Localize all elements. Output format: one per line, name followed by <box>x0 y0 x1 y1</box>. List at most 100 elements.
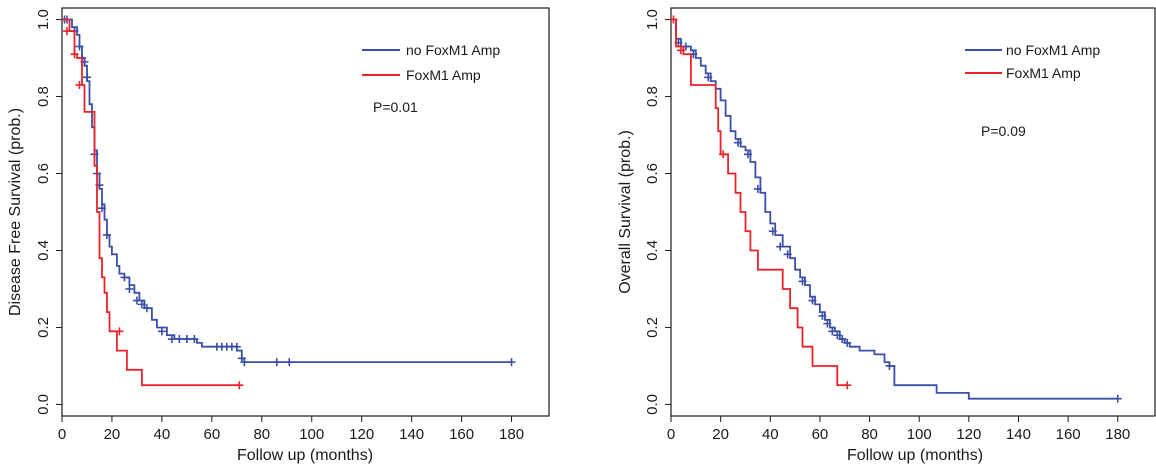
x-tick-label: 20 <box>104 426 121 443</box>
x-axis-label: Follow up (months) <box>847 447 983 464</box>
censor-mark <box>808 296 817 305</box>
censor-mark <box>125 284 134 293</box>
censor-mark <box>75 80 84 89</box>
x-tick-label: 180 <box>1105 426 1130 443</box>
censor-mark <box>776 242 785 251</box>
y-tick-label: 0.0 <box>644 394 661 415</box>
censor-mark <box>102 231 111 240</box>
censor-mark <box>82 73 91 82</box>
x-tick-label: 0 <box>58 426 66 443</box>
censor-mark <box>1113 394 1122 403</box>
censor-mark <box>175 335 184 344</box>
censor-mark <box>676 46 685 55</box>
x-axis: 0 20 40 60 80 100 120 140 160 180 <box>58 416 524 443</box>
legend: no FoxM1 Amp FoxM1 Amp <box>362 42 500 83</box>
censor-mark <box>833 331 842 340</box>
y-tick-label: 1.0 <box>644 9 661 30</box>
y-tick-label: 0.4 <box>644 240 661 261</box>
x-tick-label: 60 <box>204 426 221 443</box>
censor-mark <box>167 335 176 344</box>
x-tick-label: 80 <box>253 426 270 443</box>
censor-mark <box>157 327 166 336</box>
censor-mark <box>823 319 832 328</box>
y-axis-label: Overall Survival (prob.) <box>617 130 634 294</box>
x-tick-label: 20 <box>712 426 729 443</box>
x-tick-label: 40 <box>762 426 779 443</box>
x-tick-label: 140 <box>1006 426 1031 443</box>
chart-panel-disease-free: 0.0 0.2 0.4 0.6 0.8 1.0 0 20 40 60 80 100 120 140 160… <box>7 7 550 464</box>
x-tick-label: 100 <box>299 426 324 443</box>
censor-mark <box>235 381 244 390</box>
legend-label-no-amp: no FoxM1 Amp <box>406 42 500 58</box>
p-value-annotation: P=0.09 <box>981 123 1026 139</box>
y-axis: 0.0 0.2 0.4 0.6 0.8 1.0 <box>35 9 62 415</box>
legend-label-no-amp: no FoxM1 Amp <box>1006 42 1100 58</box>
x-tick-label: 120 <box>349 426 374 443</box>
y-tick-label: 0.8 <box>35 86 52 107</box>
y-tick-label: 0.6 <box>35 163 52 184</box>
p-value-annotation: P=0.01 <box>373 99 418 115</box>
y-tick-label: 0.0 <box>35 394 52 415</box>
censor-mark <box>285 358 294 367</box>
series-line-no-foxm1-amp <box>671 18 1118 400</box>
y-tick-label: 0.2 <box>644 317 661 338</box>
y-tick-label: 1.0 <box>35 9 52 30</box>
censor-mark <box>704 73 713 82</box>
y-axis-label: Disease Free Survival (prob.) <box>7 108 24 316</box>
censor-mark <box>137 300 146 309</box>
censor-mark <box>838 335 847 344</box>
censor-mark <box>272 358 281 367</box>
x-tick-label: 140 <box>399 426 424 443</box>
legend-label-amp: FoxM1 Amp <box>406 67 481 83</box>
censor-mark <box>719 150 728 159</box>
y-tick-label: 0.8 <box>644 86 661 107</box>
censor-mark <box>232 342 241 351</box>
censor-mark <box>798 277 807 286</box>
y-tick-label: 0.2 <box>35 317 52 338</box>
survival-curves <box>669 15 1122 403</box>
survival-curves <box>60 15 516 390</box>
censor-mark <box>62 27 71 36</box>
censor-mark <box>818 311 827 320</box>
legend-label-amp: FoxM1 Amp <box>1006 65 1081 81</box>
x-tick-label: 180 <box>499 426 524 443</box>
plot-frame <box>61 7 550 417</box>
censor-mark <box>843 381 852 390</box>
censor-mark <box>734 138 743 147</box>
x-tick-label: 80 <box>861 426 878 443</box>
x-tick-label: 100 <box>907 426 932 443</box>
y-tick-label: 0.6 <box>644 163 661 184</box>
plot-frame <box>670 7 1156 417</box>
x-tick-label: 160 <box>449 426 474 443</box>
censor-mark <box>240 358 249 367</box>
censor-mark <box>783 250 792 259</box>
x-tick-label: 160 <box>1056 426 1081 443</box>
censor-mark <box>115 327 124 336</box>
y-axis: 0.0 0.2 0.4 0.6 0.8 1.0 <box>644 9 671 415</box>
series-line-foxm1-amp <box>671 18 848 387</box>
censor-mark <box>753 184 762 193</box>
censor-mark <box>97 204 106 213</box>
chart-panel-overall: 0.0 0.2 0.4 0.6 0.8 1.0 0 20 40 60 80 100 120 140 160… <box>617 7 1156 464</box>
censor-mark <box>132 296 141 305</box>
censor-mark <box>768 227 777 236</box>
censor-mark <box>182 335 191 344</box>
censor-mark <box>120 273 129 282</box>
censor-mark <box>75 42 84 51</box>
censor-mark <box>885 361 894 370</box>
censor-mark <box>843 338 852 347</box>
censor-mark <box>190 335 199 344</box>
censor-mark <box>70 50 79 59</box>
censor-mark <box>743 150 752 159</box>
censor-mark <box>507 358 516 367</box>
x-tick-label: 40 <box>154 426 171 443</box>
x-tick-label: 120 <box>956 426 981 443</box>
x-axis-label: Follow up (months) <box>237 447 373 464</box>
series-line-foxm1-amp <box>62 18 240 387</box>
censor-mark <box>142 304 151 313</box>
censor-mark <box>828 327 837 336</box>
x-axis: 0 20 40 60 80 100 120 140 160 180 <box>667 416 1130 443</box>
y-tick-label: 0.4 <box>35 240 52 261</box>
censor-mark <box>669 15 678 24</box>
